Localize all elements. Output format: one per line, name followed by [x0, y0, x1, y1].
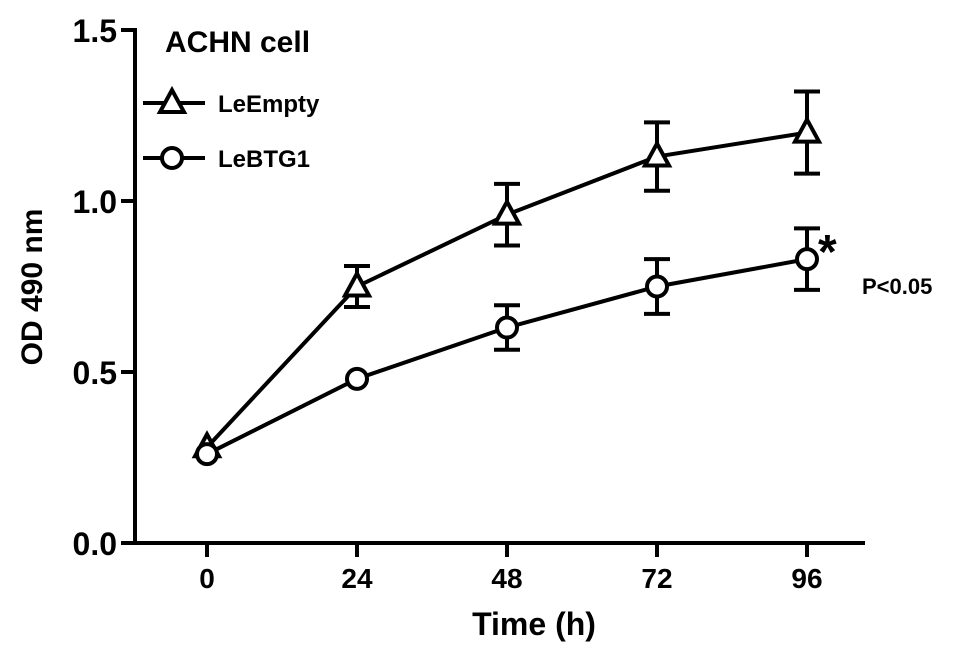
chart-title: ACHN cell — [165, 26, 310, 59]
data-point — [495, 315, 519, 340]
x-tick-label: 72 — [641, 563, 672, 594]
y-tick-label: 1.5 — [73, 13, 117, 49]
data-point — [791, 115, 823, 144]
x-tick-label: 48 — [491, 563, 522, 594]
series-line — [205, 130, 808, 449]
p-value-annotation: P<0.05 — [862, 274, 932, 299]
legend-marker — [160, 146, 184, 170]
x-axis-label: Time (h) — [472, 606, 596, 642]
x-tick-label: 24 — [341, 563, 373, 594]
data-point — [345, 366, 369, 391]
x-tick-label: 0 — [199, 563, 215, 594]
series-lebtg1 — [195, 226, 820, 467]
series-line — [206, 257, 808, 456]
significance-star: * — [818, 226, 837, 279]
legend-label: LeEmpty — [218, 91, 320, 118]
data-point — [645, 274, 669, 299]
data-point — [341, 269, 373, 298]
data-point — [641, 139, 673, 168]
x-tick-label: 96 — [791, 563, 822, 594]
data-point — [795, 247, 819, 272]
data-point — [195, 442, 219, 467]
data-point — [491, 197, 523, 226]
y-axis-label: OD 490 nm — [16, 209, 49, 366]
y-tick-label: 0.0 — [73, 526, 117, 562]
legend-marker — [156, 85, 188, 114]
y-tick-label: 1.0 — [73, 184, 117, 220]
y-tick-label: 0.5 — [73, 355, 117, 391]
legend-label: LeBTG1 — [218, 146, 310, 173]
